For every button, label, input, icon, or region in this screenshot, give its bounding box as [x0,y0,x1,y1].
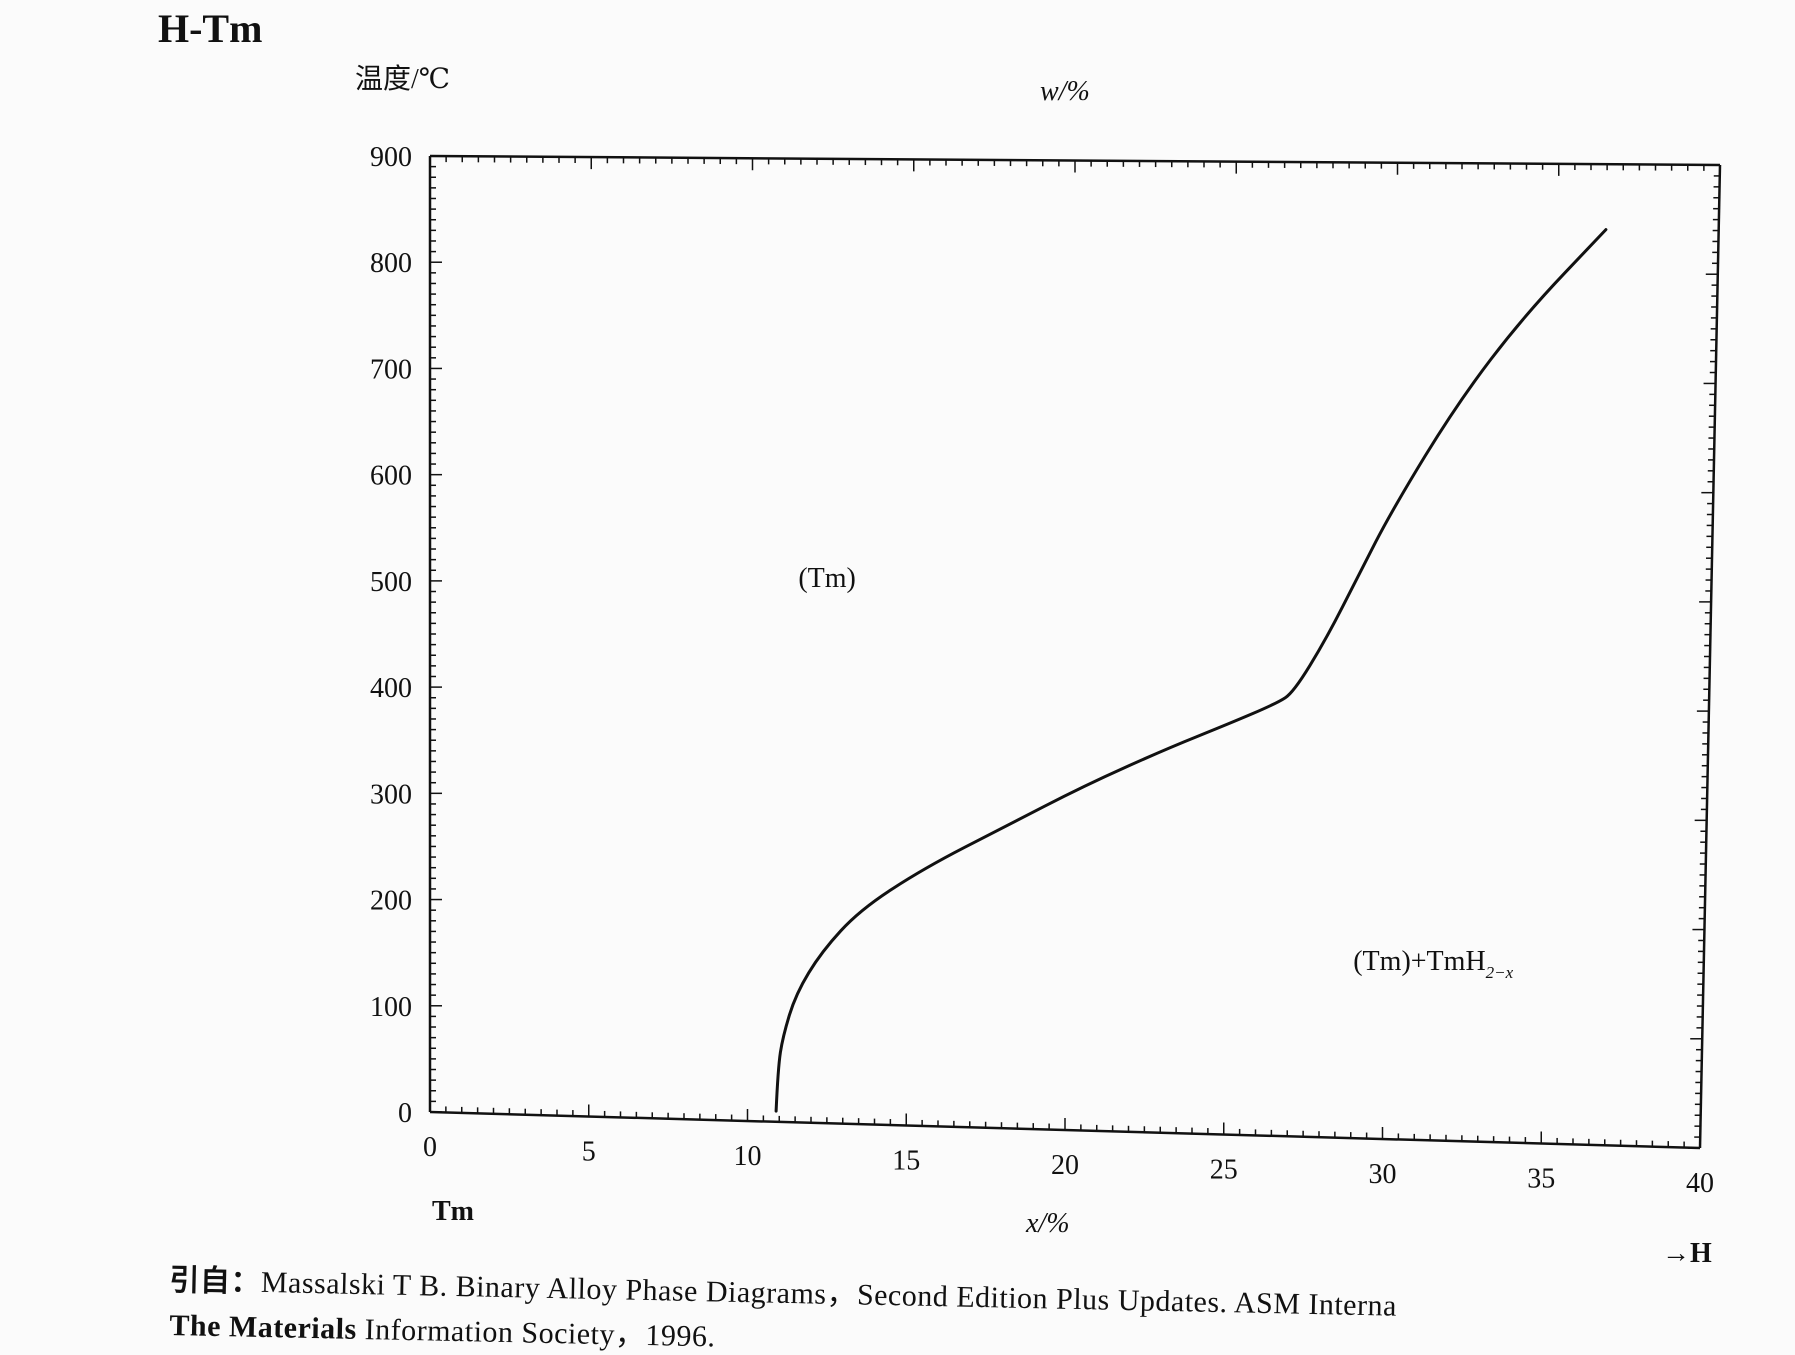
y-tick-label: 100 [370,992,412,1023]
x-axis-label: x/% [1025,1208,1070,1239]
citation-prefix: 引自： [169,1262,262,1300]
y-tick-label: 900 [370,142,412,173]
x-tick-label: 40 [1686,1168,1714,1199]
right-element-label: →H [1662,1238,1712,1269]
y-tick-label: 0 [398,1098,412,1129]
x-tick-label: 0 [423,1132,437,1163]
x-tick-label: 35 [1527,1164,1555,1195]
phase-region-label: (Tm)+TmH2−x [1353,946,1513,982]
left-element-label: Tm [432,1196,474,1227]
x-tick-label: 5 [582,1137,596,1168]
x-axis-ticks: 0 5 10 15 20 25 30 35 40 [423,1132,1714,1199]
x-tick-label: 25 [1210,1155,1238,1186]
y-tick-label: 200 [370,886,412,917]
solvus-boundary-line [774,228,1608,1113]
x-tick-label: 10 [734,1141,762,1172]
y-tick-label: 300 [370,779,412,810]
x-tick-label: 15 [892,1146,920,1177]
x-tick-label: 20 [1051,1150,1079,1181]
y-axis-label: 温度/℃ [355,63,450,95]
citation-publisher-bold: The Materials [169,1308,358,1346]
y-tick-label: 400 [370,673,412,704]
top-axis-label: w/% [1040,76,1090,107]
y-tick-label: 600 [370,461,412,492]
y-axis-ticks: 0 100 200 300 400 500 600 700 800 900 [370,142,412,1129]
x-tick-label: 30 [1369,1159,1397,1190]
y-tick-label: 500 [370,567,412,598]
citation-publisher-rest: Information Society，1996. [356,1312,716,1354]
chart-title: H-Tm [158,6,262,51]
plot-frame [428,154,1722,1150]
y-tick-label: 700 [370,354,412,385]
phase-region-labels: (Tm) (Tm)+TmH2−x [798,563,1513,982]
y-tick-label: 800 [370,248,412,279]
phase-region-label: (Tm) [798,563,856,594]
phase-boundary-layer [774,228,1608,1113]
